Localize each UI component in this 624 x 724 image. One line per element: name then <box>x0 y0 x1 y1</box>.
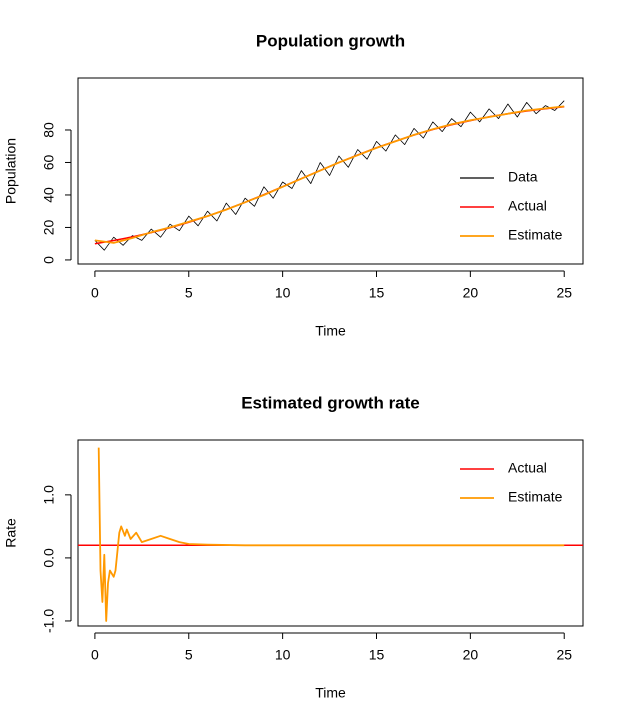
y-tick-label: 1.0 <box>41 485 57 505</box>
x-axis-label: Time <box>315 323 346 339</box>
y-tick-label: 0.0 <box>41 548 57 568</box>
x-axis-label: Time <box>315 685 346 701</box>
legend-label: Actual <box>508 460 547 476</box>
y-tick-label: 80 <box>41 122 57 138</box>
legend-label: Actual <box>508 198 547 214</box>
x-tick-label: 5 <box>185 285 193 301</box>
chart-title: Population growth <box>256 31 405 50</box>
y-tick-label: -1.0 <box>41 609 57 633</box>
x-tick-label: 25 <box>556 285 572 301</box>
legend-label: Estimate <box>508 489 563 505</box>
legend-label: Data <box>508 169 538 185</box>
y-tick-label: 60 <box>41 154 57 170</box>
x-tick-label: 20 <box>463 647 479 663</box>
legend-label: Estimate <box>508 227 563 243</box>
chart-title: Estimated growth rate <box>241 393 420 412</box>
series-line <box>97 447 565 622</box>
x-tick-label: 15 <box>369 647 385 663</box>
y-axis-label: Rate <box>3 518 19 548</box>
x-tick-label: 0 <box>91 285 99 301</box>
y-tick-label: 20 <box>41 219 57 235</box>
x-tick-label: 20 <box>463 285 479 301</box>
y-tick-label: 40 <box>41 187 57 203</box>
x-tick-label: 10 <box>275 285 291 301</box>
series-line <box>94 105 565 244</box>
x-tick-label: 10 <box>275 647 291 663</box>
x-tick-label: 15 <box>369 285 385 301</box>
y-axis-label: Population <box>3 138 19 204</box>
x-tick-label: 25 <box>556 647 572 663</box>
y-tick-label: 0 <box>41 256 57 264</box>
plot-box <box>77 439 584 627</box>
x-tick-label: 5 <box>185 647 193 663</box>
plot-box <box>77 77 584 265</box>
x-tick-label: 0 <box>91 647 99 663</box>
